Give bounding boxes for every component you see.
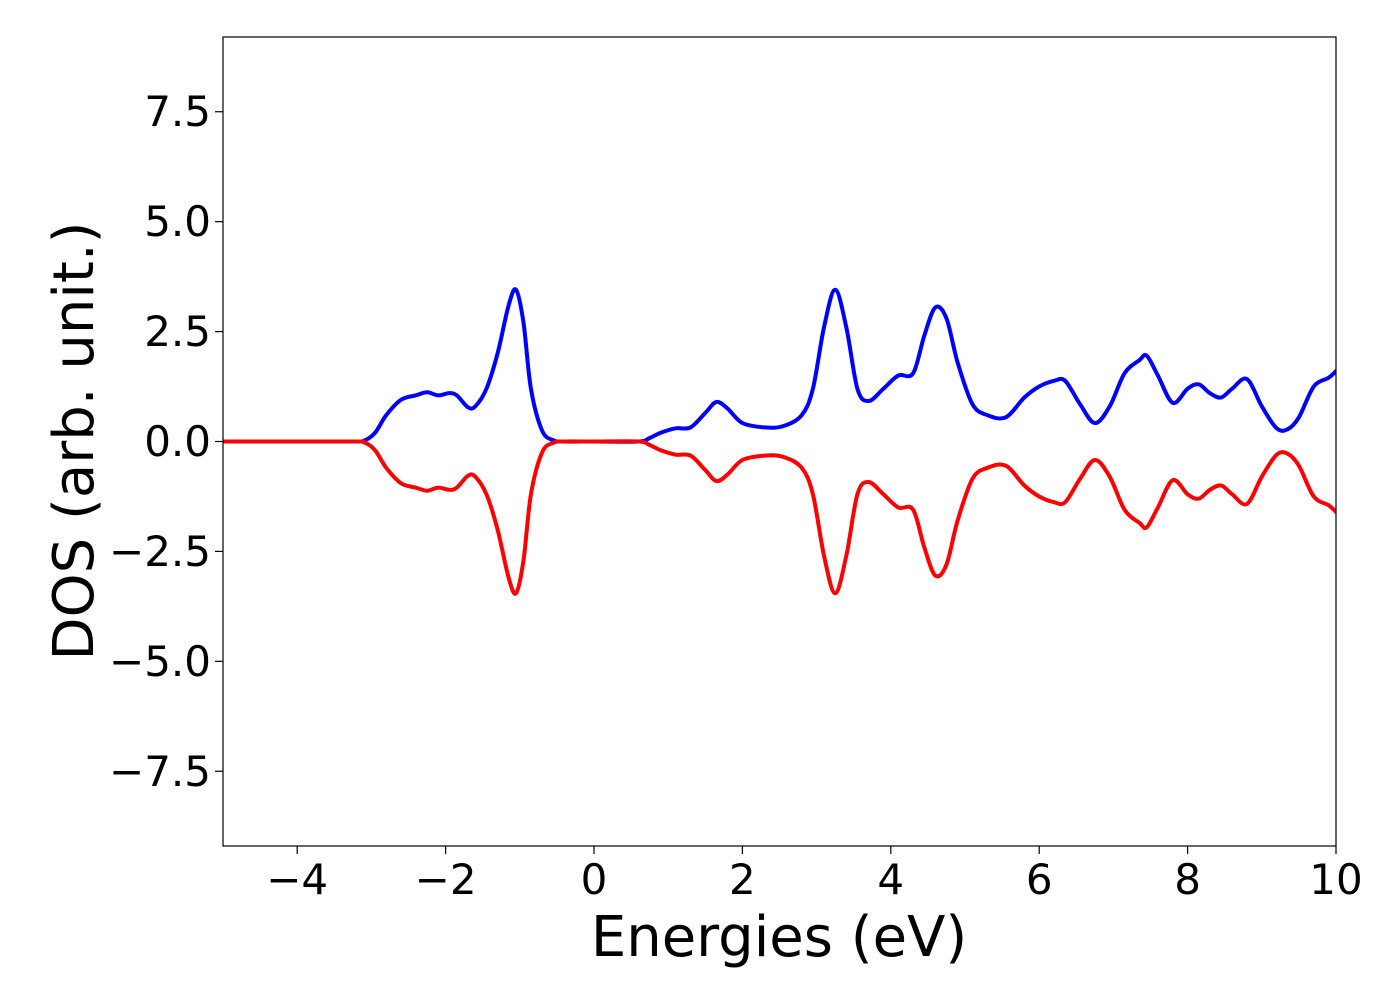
y-tick-label: 0.0 xyxy=(144,417,211,466)
x-tick-label: −2 xyxy=(415,855,477,904)
y-axis-ticks: −7.5 −5.0 −2.5 0.0 2.5 5.0 7.5 xyxy=(109,87,223,796)
x-tick-label: 0 xyxy=(581,855,608,904)
plot-frame xyxy=(222,36,1337,847)
y-tick-label: 2.5 xyxy=(144,307,211,356)
y-axis-label: DOS (arb. unit.) xyxy=(42,221,107,660)
plot-area xyxy=(222,36,1337,847)
y-tick-label: −2.5 xyxy=(109,527,211,576)
x-tick-label: −4 xyxy=(266,855,328,904)
x-axis-label: Energies (eV) xyxy=(591,905,967,970)
x-tick-label: 2 xyxy=(729,855,756,904)
x-tick-label: 8 xyxy=(1174,855,1201,904)
x-tick-label: 4 xyxy=(877,855,904,904)
y-tick-label: −7.5 xyxy=(109,747,211,796)
y-tick-label: 7.5 xyxy=(144,87,211,136)
y-tick-label: 5.0 xyxy=(144,197,211,246)
series-line-1 xyxy=(223,287,1336,444)
x-tick-label: 6 xyxy=(1026,855,1053,904)
y-tick-label: −5.0 xyxy=(109,637,211,686)
x-axis-ticks: −4 −2 0 2 4 6 8 10 xyxy=(266,846,1363,904)
series-line-2 xyxy=(223,439,1336,596)
x-tick-label: 10 xyxy=(1309,855,1362,904)
